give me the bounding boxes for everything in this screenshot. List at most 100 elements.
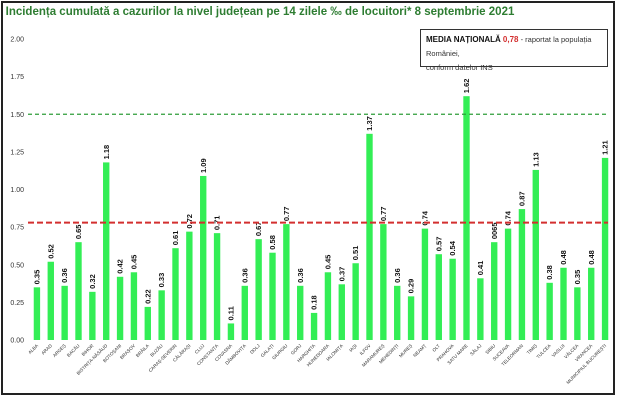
bar	[158, 290, 165, 340]
bar	[103, 162, 110, 340]
data-label: 1.21	[601, 140, 610, 155]
data-label: 0.35	[33, 270, 42, 285]
x-tick-label: SĂLAJ	[468, 342, 482, 356]
bar	[130, 272, 138, 340]
data-label: 0.74	[421, 210, 430, 225]
y-tick-label: 0.50	[10, 262, 24, 269]
data-label: 0.18	[310, 295, 319, 310]
y-tick-label: 0.00	[10, 338, 24, 345]
data-label: 0.87	[518, 191, 527, 206]
data-label: 0.65	[74, 225, 83, 240]
bar	[310, 312, 318, 340]
legend-label: MEDIA NAȚIONALĂ	[426, 35, 501, 44]
legend-text-line1: - raportat la populația României,	[426, 35, 592, 58]
x-tick-label: OLT	[431, 343, 441, 353]
data-label: 0.36	[240, 268, 249, 283]
data-label: 0.72	[185, 214, 194, 229]
data-label: 0.11	[227, 306, 236, 320]
bar	[241, 285, 248, 340]
data-label: 1.13	[531, 152, 540, 167]
bar	[518, 209, 526, 340]
data-label: 0.33	[157, 273, 166, 288]
data-label: 0.32	[88, 274, 97, 289]
bar	[297, 285, 304, 340]
y-tick-label: 1.75	[10, 74, 24, 81]
bar	[560, 267, 567, 340]
bar	[352, 263, 359, 340]
chart-title: Incidența cumulată a cazurilor la nivel …	[5, 6, 515, 18]
data-label: 0.45	[324, 255, 333, 270]
data-label: 0.35	[573, 270, 582, 285]
bar	[407, 296, 415, 340]
data-label: 0.45	[130, 255, 139, 270]
bar	[421, 228, 429, 340]
bar	[61, 285, 68, 340]
data-label: 0.22	[143, 289, 152, 304]
x-tick-label: TULCEA	[535, 343, 552, 360]
data-label: 0.36	[296, 268, 305, 283]
data-label: 1.18	[102, 145, 111, 160]
data-label: 0.48	[559, 250, 568, 265]
data-label: 0.58	[268, 235, 277, 250]
data-label: 0.36	[393, 268, 402, 283]
data-label: 0.57	[434, 237, 443, 252]
bar	[47, 261, 54, 340]
x-tick-label: IAȘI	[348, 343, 358, 353]
x-tick-label: BACĂU	[65, 342, 80, 357]
data-label: 0.36	[60, 268, 69, 283]
data-label: 0.42	[116, 259, 125, 274]
bar	[463, 96, 470, 340]
x-tick-label: SIBIU	[484, 343, 496, 355]
x-tick-label: ALBA	[27, 343, 40, 356]
bar	[435, 254, 442, 340]
bar	[546, 282, 553, 340]
bar	[491, 242, 498, 340]
data-label: 0.67	[254, 222, 263, 237]
data-label: 0.61	[171, 231, 180, 246]
y-tick-label: 1.50	[10, 112, 24, 119]
data-label: 0.48	[587, 250, 596, 265]
x-tick-label: MUREȘ	[398, 343, 413, 358]
bar	[213, 233, 221, 340]
bar	[33, 287, 41, 340]
bar	[477, 278, 484, 340]
bar	[172, 248, 179, 340]
data-label: 0.37	[337, 267, 346, 282]
bar	[227, 323, 235, 340]
bar	[269, 252, 276, 340]
legend-text-line2: conform datelor INS	[426, 63, 493, 72]
bar	[574, 287, 581, 340]
bar	[324, 272, 332, 340]
bar	[255, 239, 262, 340]
x-tick-label: ARGEȘ	[52, 343, 67, 358]
bar	[504, 228, 512, 340]
x-tick-label: BRĂILA	[134, 342, 150, 358]
bar	[144, 306, 151, 340]
y-tick-label: 0.75	[10, 225, 24, 232]
bar	[116, 276, 124, 340]
bar	[601, 157, 609, 340]
bar	[186, 231, 193, 340]
bar	[283, 224, 290, 340]
data-label: 1.37	[365, 116, 374, 131]
data-label: 0065	[490, 222, 499, 239]
bar	[200, 175, 207, 340]
x-tick-label: CLUJ	[194, 343, 206, 355]
bar	[394, 285, 401, 340]
national-average-legend: MEDIA NAȚIONALĂ 0,78 - raportat la popul…	[420, 29, 608, 72]
data-label: 0.77	[282, 207, 291, 222]
bar	[449, 258, 456, 340]
x-tick-label: DOLJ	[249, 343, 261, 355]
data-label: 0.52	[46, 244, 55, 259]
data-label: 0.38	[545, 265, 554, 280]
bar	[75, 242, 82, 340]
bar	[89, 291, 96, 340]
bar	[588, 267, 595, 340]
y-tick-label: 1.00	[10, 187, 24, 194]
bar	[338, 284, 345, 340]
y-tick-label: 2.00	[10, 37, 24, 44]
data-label: 0.51	[351, 246, 360, 261]
data-label: 1.09	[199, 158, 208, 173]
y-tick-label: 1.25	[10, 149, 24, 156]
